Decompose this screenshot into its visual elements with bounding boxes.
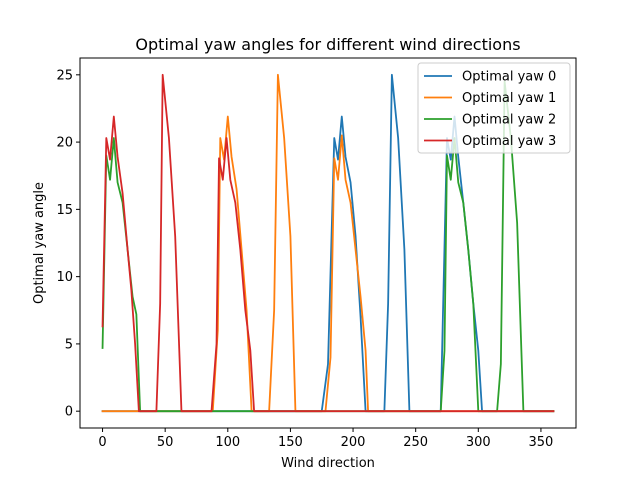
x-tick-label: 300 bbox=[466, 435, 491, 450]
series-layer bbox=[101, 73, 555, 413]
x-tick-label: 200 bbox=[341, 435, 366, 450]
legend-label-3: Optimal yaw 3 bbox=[462, 134, 556, 149]
y-tick-label: 5 bbox=[65, 337, 73, 352]
y-tick-label: 10 bbox=[56, 270, 73, 285]
y-tick-label: 0 bbox=[65, 405, 73, 420]
x-tick-label: 100 bbox=[215, 435, 240, 450]
x-tick-label: 150 bbox=[278, 435, 303, 450]
legend-items: Optimal yaw 0 Optimal yaw 1 Optimal yaw 2 O… bbox=[424, 70, 556, 149]
x-tick-label: 0 bbox=[98, 435, 106, 450]
y-axis-label: Optimal yaw angle bbox=[32, 182, 47, 304]
series-line-1 bbox=[101, 73, 555, 413]
x-axis-label: Wind direction bbox=[281, 456, 375, 471]
x-tick-label: 350 bbox=[529, 435, 554, 450]
plot-frame bbox=[79, 57, 577, 429]
x-tick-label: 50 bbox=[157, 435, 174, 450]
chart-title: Optimal yaw angles for different wind di… bbox=[135, 35, 520, 54]
legend-label-1: Optimal yaw 1 bbox=[462, 91, 556, 106]
series-line-3 bbox=[101, 73, 555, 413]
y-tick-label: 15 bbox=[56, 203, 73, 218]
y-tick-label: 20 bbox=[56, 136, 73, 151]
legend-label-0: Optimal yaw 0 bbox=[462, 70, 556, 85]
x-axis: 0 50 100 150 200 250 300 350 bbox=[98, 428, 553, 450]
legend: Optimal yaw 0 Optimal yaw 1 Optimal yaw 2 O… bbox=[417, 62, 571, 154]
y-axis: 0 5 10 15 20 25 bbox=[56, 68, 80, 420]
x-tick-label: 250 bbox=[403, 435, 428, 450]
y-tick-label: 25 bbox=[56, 68, 73, 83]
legend-frame bbox=[417, 62, 571, 154]
series-line-2 bbox=[101, 80, 555, 413]
legend-label-2: Optimal yaw 2 bbox=[462, 113, 556, 128]
